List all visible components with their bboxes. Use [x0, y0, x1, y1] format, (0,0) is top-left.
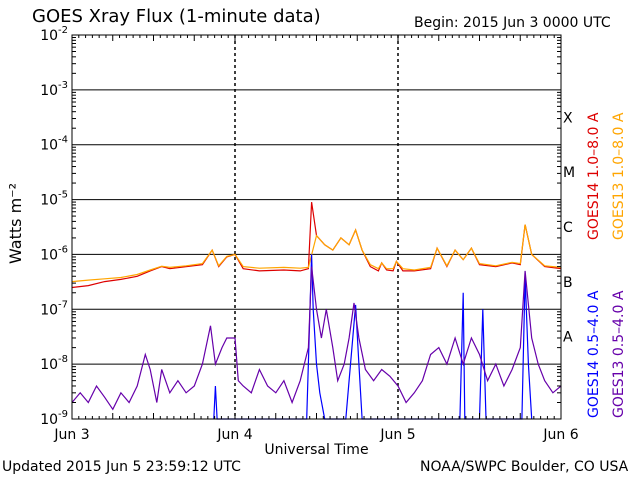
- x-tick-label: Jun 5: [379, 427, 415, 443]
- updated-timestamp: Updated 2015 Jun 5 23:59:12 UTC: [2, 459, 241, 475]
- legend-entry-0: GOES14 1.0–8.0 A: [586, 112, 602, 240]
- x-tick-label: Jun 3: [53, 427, 89, 443]
- flare-class-label-a: A: [563, 330, 573, 346]
- y-tick-label: 10-2: [40, 25, 68, 44]
- y-tick-label: 10-6: [40, 244, 68, 263]
- x-tick-label: Jun 6: [542, 427, 578, 443]
- chart-title: GOES Xray Flux (1-minute data): [32, 6, 321, 27]
- legend-entry-1: GOES13 1.0–8.0 A: [611, 112, 627, 240]
- axes: 10-9 10-8 10-7 10-6 10-5 10-4 10-3 10-2 Jun 3 Jun…: [40, 25, 579, 443]
- legend-entry-2: GOES14 0.5–4.0 A: [586, 290, 602, 418]
- begin-time: Begin: 2015 Jun 3 0000 UTC: [414, 15, 611, 31]
- credit-text: NOAA/SWPC Boulder, CO USA: [420, 459, 629, 475]
- flare-class-label-m: M: [563, 165, 575, 181]
- series-line-0: [71, 202, 562, 289]
- y-tick-label: 10-9: [40, 409, 68, 428]
- series-lines: [71, 202, 562, 420]
- series-line-3: [71, 266, 562, 411]
- y-tick-label: 10-7: [40, 299, 68, 318]
- y-tick-label: 10-4: [40, 135, 68, 154]
- flare-class-label-c: C: [563, 220, 573, 236]
- y-tick-label: 10-5: [40, 190, 68, 209]
- flare-class-label-x: X: [563, 110, 573, 126]
- legend-entry-3: GOES13 0.5–4.0 A: [611, 290, 627, 418]
- y-tick-label: 10-3: [40, 80, 68, 99]
- series-line-1: [71, 224, 562, 283]
- y-tick-label: 10-8: [40, 354, 68, 373]
- x-axis-label: Universal Time: [264, 442, 368, 458]
- flare-class-label-b: B: [563, 275, 573, 291]
- x-tick-label: Jun 4: [216, 427, 252, 443]
- series-line-2: [213, 254, 533, 420]
- legend: GOES14 1.0–8.0 A GOES13 1.0–8.0 A GOES14 0…: [586, 112, 627, 418]
